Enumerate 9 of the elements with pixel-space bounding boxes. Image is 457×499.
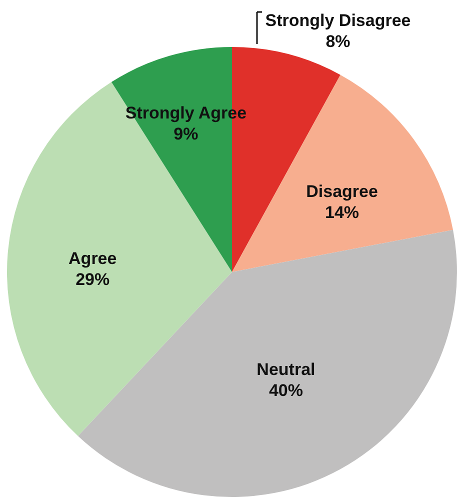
data-label: 29% (76, 270, 110, 289)
slice-label: Strongly Disagree (265, 11, 411, 30)
data-label: 14% (325, 203, 360, 222)
slice-label: Agree (68, 248, 117, 268)
data-label: 40% (268, 381, 303, 400)
slice-label: Neutral (256, 360, 316, 380)
slice-label: Disagree (306, 182, 378, 202)
data-label: 8% (326, 32, 350, 51)
data-label: 9% (174, 124, 198, 144)
